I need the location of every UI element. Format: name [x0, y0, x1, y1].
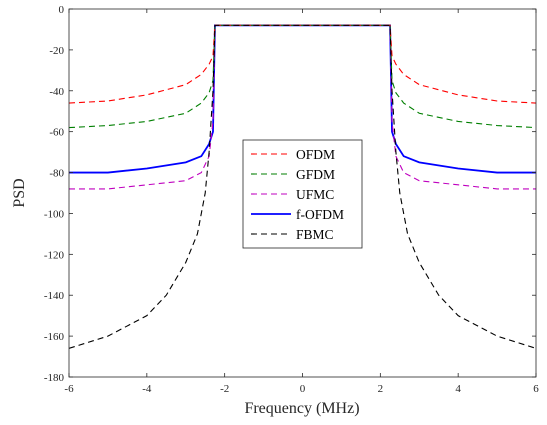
y-tick-label: -80 — [49, 168, 64, 180]
y-tick-label: -20 — [49, 45, 64, 57]
x-tick-label: 4 — [455, 383, 461, 395]
legend-label: UFMC — [296, 187, 334, 202]
y-tick-label: -100 — [44, 208, 65, 220]
y-tick-label: -40 — [49, 86, 64, 98]
y-tick-label: 0 — [59, 4, 65, 16]
x-tick-label: 0 — [300, 383, 306, 395]
x-tick-label: -4 — [142, 383, 152, 395]
legend-label: f-OFDM — [296, 207, 344, 222]
x-tick-label: 6 — [533, 383, 539, 395]
y-tick-label: -160 — [44, 331, 65, 343]
y-tick-label: -180 — [44, 372, 65, 384]
x-tick-label: -6 — [64, 383, 74, 395]
y-axis-label: PSD — [11, 178, 28, 207]
x-tick-label: -2 — [220, 383, 229, 395]
series-line-gfdm — [69, 24, 536, 129]
legend-label: GFDM — [296, 167, 335, 182]
x-tick-label: 2 — [378, 383, 384, 395]
legend-label: FBMC — [296, 227, 334, 242]
axis-ticks: -6 -4 -2 0 2 4 60-20-40-60-80-100-120-140-160-… — [44, 4, 539, 395]
y-tick-label: -120 — [44, 249, 65, 261]
y-tick-label: -140 — [44, 290, 65, 302]
y-tick-label: -60 — [49, 127, 64, 139]
legend-label: OFDM — [296, 147, 335, 162]
x-axis-label: Frequency (MHz) — [244, 400, 359, 417]
legend: OFDM GFDM UFMC f-OFDM FBMC — [242, 139, 363, 249]
plot-lines — [69, 24, 536, 349]
